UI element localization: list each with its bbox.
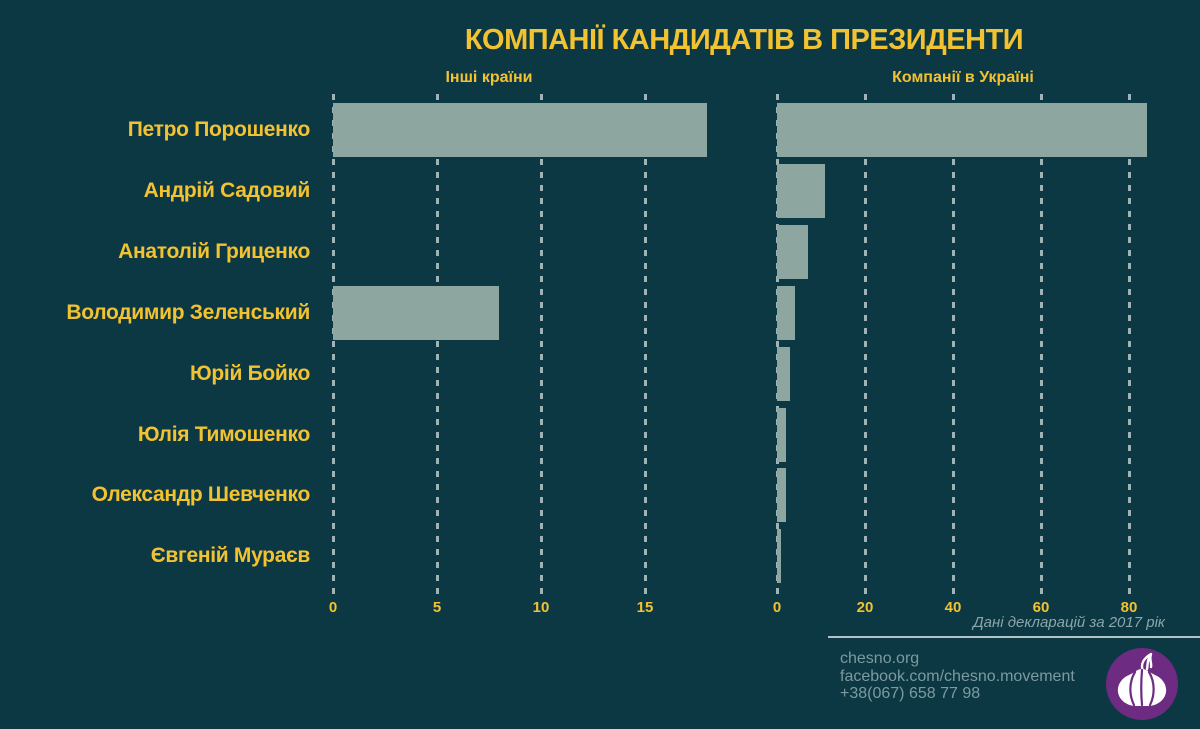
- left-chart-subtitle: Інші країни: [445, 69, 533, 86]
- gridline: [775, 94, 779, 597]
- gridline: [863, 94, 867, 597]
- category-label: Євгеній Мураєв: [150, 544, 311, 568]
- tick-label: 0: [328, 599, 338, 616]
- category-label: Петро Порошенко: [127, 118, 311, 141]
- footer-divider: [828, 636, 1200, 638]
- chart-title: КОМПАНІЇ КАНДИДАТІВ В ПРЕЗИДЕНТИ: [464, 24, 1024, 56]
- category-label: Олександр Шевченко: [91, 483, 311, 507]
- category-label: Володимир Зеленський: [66, 300, 310, 324]
- tick-label: 60: [1032, 599, 1050, 616]
- tick-label: 80: [1120, 599, 1138, 616]
- website-url: chesno.org: [840, 650, 920, 667]
- bar: [777, 224, 808, 279]
- tick-label: 20: [856, 599, 874, 616]
- phone-number: +38(067) 658 77 98: [840, 685, 981, 702]
- source-note: Дані декларацій за 2017 рік: [973, 614, 1165, 631]
- bar: [777, 103, 1147, 157]
- garlic-logo-icon: [1106, 648, 1178, 720]
- bar: [333, 285, 500, 340]
- gridline: [539, 94, 543, 597]
- category-label: Андрій Садовий: [143, 178, 311, 202]
- gridline: [331, 94, 335, 597]
- bar: [777, 529, 782, 584]
- tick-label: 40: [944, 599, 962, 616]
- category-label: Анатолій Гриценко: [118, 239, 310, 263]
- tick-label: 5: [432, 599, 442, 616]
- gridline: [1039, 94, 1043, 597]
- gridline: [643, 94, 647, 597]
- tick-label: 15: [636, 599, 654, 616]
- bar: [777, 468, 786, 523]
- bar: [777, 407, 786, 462]
- gridline: [435, 94, 439, 597]
- bar: [777, 163, 826, 218]
- tick-label: 10: [532, 599, 550, 616]
- bar: [333, 103, 708, 157]
- bar: [777, 285, 795, 340]
- facebook-url: facebook.com/chesno.movement: [840, 667, 1075, 685]
- right-chart-subtitle: Компанії в Україні: [892, 69, 1034, 86]
- category-label: Юрій Бойко: [190, 361, 310, 385]
- bar: [777, 346, 791, 401]
- gridline: [951, 94, 955, 597]
- tick-label: 0: [772, 599, 782, 616]
- gridline: [1127, 94, 1131, 597]
- contact-block: chesno.org facebook.com/chesno.movement …: [840, 650, 1075, 703]
- category-label: Юлія Тимошенко: [137, 422, 310, 446]
